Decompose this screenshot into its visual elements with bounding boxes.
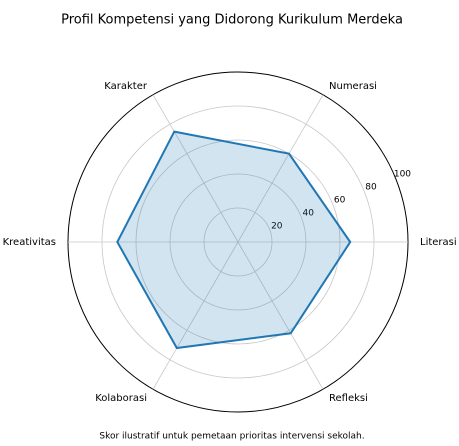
r-tick-label: 100 <box>394 169 411 179</box>
spoke <box>152 241 239 390</box>
r-tick-label: 20 <box>271 221 283 231</box>
category-label: Literasi <box>420 237 457 248</box>
chart-title: Profil Kompetensi yang Didorong Kurikulu… <box>61 13 403 28</box>
r-tick-label: 60 <box>334 195 346 205</box>
r-tick-label: 40 <box>302 208 314 218</box>
spoke <box>237 241 324 390</box>
category-label: Refleksi <box>329 393 368 404</box>
radar-area <box>116 130 352 350</box>
spoke <box>152 94 239 243</box>
category-label: Kolaborasi <box>95 393 147 404</box>
category-label: Kreativitas <box>3 237 56 248</box>
chart-subtitle: Skor ilustratif untuk pemetaan prioritas… <box>99 432 364 442</box>
r-tick-label: 80 <box>365 182 377 192</box>
category-label: Numerasi <box>329 81 377 92</box>
spoke <box>237 94 324 243</box>
category-label: Karakter <box>104 81 148 92</box>
